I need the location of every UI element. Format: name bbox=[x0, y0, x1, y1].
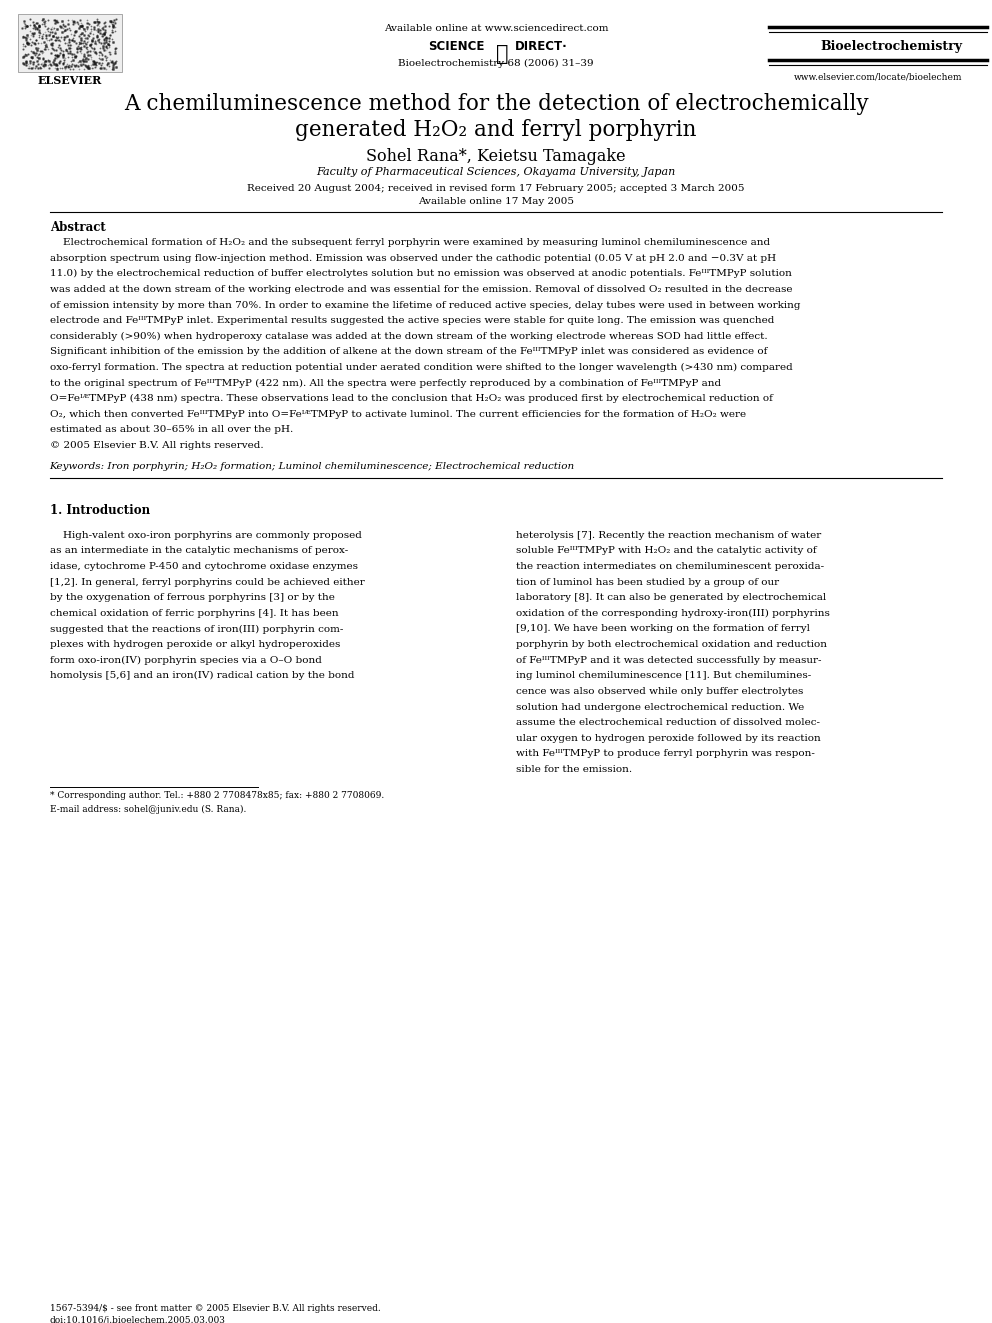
FancyBboxPatch shape bbox=[18, 13, 122, 71]
Text: plexes with hydrogen peroxide or alkyl hydroperoxides: plexes with hydrogen peroxide or alkyl h… bbox=[50, 640, 340, 650]
Text: was added at the down stream of the working electrode and was essential for the : was added at the down stream of the work… bbox=[50, 284, 792, 294]
Text: E-mail address: sohel@juniv.edu (S. Rana).: E-mail address: sohel@juniv.edu (S. Rana… bbox=[50, 804, 246, 814]
Text: oxo-ferryl formation. The spectra at reduction potential under aerated condition: oxo-ferryl formation. The spectra at red… bbox=[50, 363, 793, 372]
Text: SCIENCE: SCIENCE bbox=[429, 40, 485, 53]
Text: with FeᴵᴵᴵTMPyP to produce ferryl porphyrin was respon-: with FeᴵᴵᴵTMPyP to produce ferryl porphy… bbox=[516, 749, 814, 758]
Text: porphyrin by both electrochemical oxidation and reduction: porphyrin by both electrochemical oxidat… bbox=[516, 640, 827, 650]
Text: DIRECT·: DIRECT· bbox=[515, 40, 567, 53]
Text: Available online 17 May 2005: Available online 17 May 2005 bbox=[418, 197, 574, 206]
Text: oxidation of the corresponding hydroxy-iron(III) porphyrins: oxidation of the corresponding hydroxy-i… bbox=[516, 609, 829, 618]
Text: the reaction intermediates on chemiluminescent peroxida-: the reaction intermediates on chemilumin… bbox=[516, 562, 824, 572]
Text: Keywords: Iron porphyrin; H₂O₂ formation; Luminol chemiluminescence; Electrochem: Keywords: Iron porphyrin; H₂O₂ formation… bbox=[50, 462, 574, 471]
Text: laboratory [8]. It can also be generated by electrochemical: laboratory [8]. It can also be generated… bbox=[516, 593, 826, 602]
Text: suggested that the reactions of iron(III) porphyrin com-: suggested that the reactions of iron(III… bbox=[50, 624, 343, 634]
Text: 1. Introduction: 1. Introduction bbox=[50, 504, 150, 517]
Text: Abstract: Abstract bbox=[50, 221, 105, 234]
Text: soluble FeᴵᴵᴵTMPyP with H₂O₂ and the catalytic activity of: soluble FeᴵᴵᴵTMPyP with H₂O₂ and the cat… bbox=[516, 546, 816, 556]
Text: * Corresponding author. Tel.: +880 2 7708478x85; fax: +880 2 7708069.: * Corresponding author. Tel.: +880 2 770… bbox=[50, 791, 384, 800]
Text: A chemiluminescence method for the detection of electrochemically: A chemiluminescence method for the detec… bbox=[124, 93, 868, 115]
Text: solution had undergone electrochemical reduction. We: solution had undergone electrochemical r… bbox=[516, 703, 805, 712]
Text: www.elsevier.com/locate/bioelechem: www.elsevier.com/locate/bioelechem bbox=[794, 71, 962, 81]
Text: ELSEVIER: ELSEVIER bbox=[38, 74, 101, 86]
Text: Bioelectrochemistry 68 (2006) 31–39: Bioelectrochemistry 68 (2006) 31–39 bbox=[398, 58, 594, 67]
Text: of FeᴵᴵᴵTMPyP and it was detected successfully by measur-: of FeᴵᴵᴵTMPyP and it was detected succes… bbox=[516, 656, 821, 664]
Text: Electrochemical formation of H₂O₂ and the subsequent ferryl porphyrin were exami: Electrochemical formation of H₂O₂ and th… bbox=[50, 238, 770, 247]
Text: idase, cytochrome P-450 and cytochrome oxidase enzymes: idase, cytochrome P-450 and cytochrome o… bbox=[50, 562, 357, 572]
Text: Received 20 August 2004; received in revised form 17 February 2005; accepted 3 M: Received 20 August 2004; received in rev… bbox=[247, 184, 745, 193]
Text: doi:10.1016/j.bioelechem.2005.03.003: doi:10.1016/j.bioelechem.2005.03.003 bbox=[50, 1316, 225, 1323]
Text: as an intermediate in the catalytic mechanisms of perox-: as an intermediate in the catalytic mech… bbox=[50, 546, 348, 556]
Text: © 2005 Elsevier B.V. All rights reserved.: © 2005 Elsevier B.V. All rights reserved… bbox=[50, 441, 263, 450]
Text: ing luminol chemiluminescence [11]. But chemilumines-: ing luminol chemiluminescence [11]. But … bbox=[516, 671, 811, 680]
Text: to the original spectrum of FeᴵᴵᴵTMPyP (422 nm). All the spectra were perfectly : to the original spectrum of FeᴵᴵᴵTMPyP (… bbox=[50, 378, 721, 388]
Text: Sohel Rana*, Keietsu Tamagake: Sohel Rana*, Keietsu Tamagake bbox=[366, 148, 626, 165]
Text: generated H₂O₂ and ferryl porphyrin: generated H₂O₂ and ferryl porphyrin bbox=[296, 119, 696, 142]
Text: High-valent oxo-iron porphyrins are commonly proposed: High-valent oxo-iron porphyrins are comm… bbox=[50, 531, 361, 540]
Text: 11.0) by the electrochemical reduction of buffer electrolytes solution but no em: 11.0) by the electrochemical reduction o… bbox=[50, 270, 792, 278]
Text: O=FeᴵᴭTMPyP (438 nm) spectra. These observations lead to the conclusion that H₂O: O=FeᴵᴭTMPyP (438 nm) spectra. These obse… bbox=[50, 394, 773, 404]
Text: electrode and FeᴵᴵᴵTMPyP inlet. Experimental results suggested the active specie: electrode and FeᴵᴵᴵTMPyP inlet. Experime… bbox=[50, 316, 774, 325]
Text: by the oxygenation of ferrous porphyrins [3] or by the: by the oxygenation of ferrous porphyrins… bbox=[50, 593, 334, 602]
Text: of emission intensity by more than 70%. In order to examine the lifetime of redu: of emission intensity by more than 70%. … bbox=[50, 300, 801, 310]
Text: ⓓ: ⓓ bbox=[496, 44, 508, 64]
Text: estimated as about 30–65% in all over the pH.: estimated as about 30–65% in all over th… bbox=[50, 426, 293, 434]
Text: assume the electrochemical reduction of dissolved molec-: assume the electrochemical reduction of … bbox=[516, 718, 819, 728]
Text: heterolysis [7]. Recently the reaction mechanism of water: heterolysis [7]. Recently the reaction m… bbox=[516, 531, 821, 540]
Text: Bioelectrochemistry: Bioelectrochemistry bbox=[820, 40, 962, 53]
Text: [9,10]. We have been working on the formation of ferryl: [9,10]. We have been working on the form… bbox=[516, 624, 809, 634]
Text: Faculty of Pharmaceutical Sciences, Okayama University, Japan: Faculty of Pharmaceutical Sciences, Okay… bbox=[316, 167, 676, 177]
Text: absorption spectrum using flow-injection method. Emission was observed under the: absorption spectrum using flow-injection… bbox=[50, 254, 776, 263]
Text: form oxo-iron(IV) porphyrin species via a O–O bond: form oxo-iron(IV) porphyrin species via … bbox=[50, 656, 321, 664]
Text: sible for the emission.: sible for the emission. bbox=[516, 765, 632, 774]
Text: [1,2]. In general, ferryl porphyrins could be achieved either: [1,2]. In general, ferryl porphyrins cou… bbox=[50, 578, 364, 586]
Text: ular oxygen to hydrogen peroxide followed by its reaction: ular oxygen to hydrogen peroxide followe… bbox=[516, 734, 820, 742]
Text: Available online at www.sciencedirect.com: Available online at www.sciencedirect.co… bbox=[384, 24, 608, 33]
Text: O₂, which then converted FeᴵᴵᴵTMPyP into O=FeᴵᴭTMPyP to activate luminol. The cu: O₂, which then converted FeᴵᴵᴵTMPyP into… bbox=[50, 410, 746, 419]
Text: 1567-5394/$ - see front matter © 2005 Elsevier B.V. All rights reserved.: 1567-5394/$ - see front matter © 2005 El… bbox=[50, 1304, 380, 1314]
Text: homolysis [5,6] and an iron(IV) radical cation by the bond: homolysis [5,6] and an iron(IV) radical … bbox=[50, 671, 354, 680]
Text: Significant inhibition of the emission by the addition of alkene at the down str: Significant inhibition of the emission b… bbox=[50, 348, 767, 356]
Text: tion of luminol has been studied by a group of our: tion of luminol has been studied by a gr… bbox=[516, 578, 779, 586]
Text: chemical oxidation of ferric porphyrins [4]. It has been: chemical oxidation of ferric porphyrins … bbox=[50, 609, 338, 618]
Text: considerably (>90%) when hydroperoxy catalase was added at the down stream of th: considerably (>90%) when hydroperoxy cat… bbox=[50, 332, 767, 341]
Text: cence was also observed while only buffer electrolytes: cence was also observed while only buffe… bbox=[516, 687, 804, 696]
